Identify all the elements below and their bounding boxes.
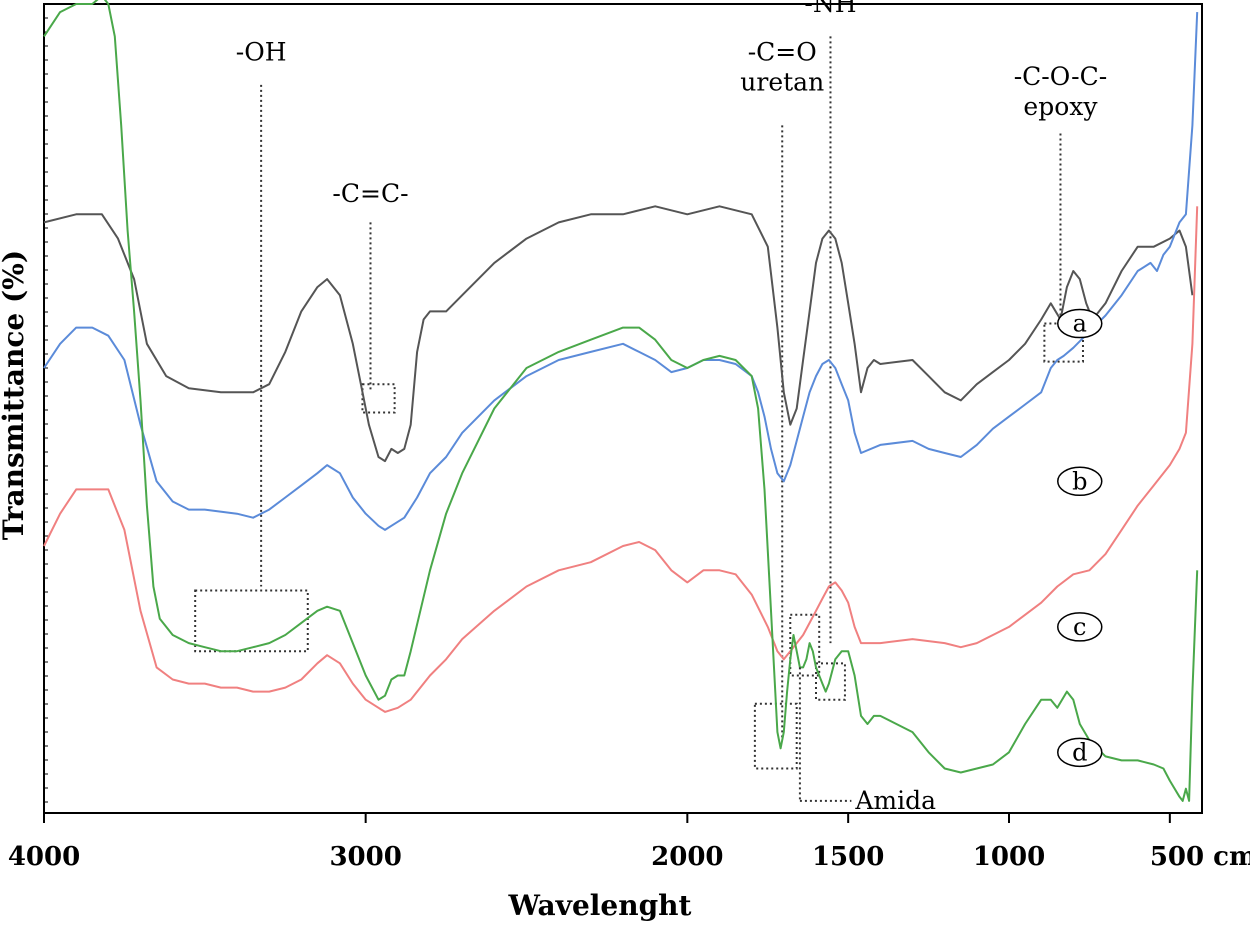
curve-label-c: c	[1057, 612, 1103, 642]
curve-label-text: d	[1072, 738, 1087, 766]
x-axis-ticks: 4000 3000 2000 1500 1000 500 cm⁻¹	[8, 813, 1250, 872]
curve-label-a: a	[1057, 308, 1103, 339]
x-tick-label: 1000	[973, 842, 1045, 872]
plot-frame	[43, 3, 1203, 814]
series-b-line	[43, 12, 1199, 531]
curve-label-text: b	[1072, 467, 1087, 495]
x-tick-label: 3000	[329, 842, 401, 872]
highlight-box	[194, 589, 309, 653]
x-tick-label: 1500	[812, 842, 884, 872]
spectra-curves	[43, 0, 1199, 802]
x-axis-title: Wavelenght	[508, 889, 692, 922]
amida-annotation: Amida	[798, 667, 936, 815]
curve-label-text: a	[1073, 310, 1087, 338]
curve-label-circle	[1057, 466, 1103, 497]
curve-label-circle	[1057, 612, 1103, 642]
x-tick-label: 4000	[8, 842, 80, 872]
annotation-label: -OH	[236, 38, 287, 67]
highlight-boxes	[194, 322, 1084, 770]
y-axis-ticks	[44, 17, 48, 803]
curve-label-circle	[1057, 737, 1103, 768]
annotation-label: -C=C-	[332, 179, 408, 208]
amida-label: Amida	[854, 786, 936, 815]
x-tick-label: 500 cm⁻¹	[1150, 842, 1250, 872]
annotation-label: -C-O-C-	[1014, 62, 1107, 91]
annotation-label: -C=O	[748, 38, 817, 67]
x-tick-label: 2000	[651, 842, 723, 872]
curve-label-text: c	[1073, 613, 1086, 641]
series-c-line	[43, 206, 1199, 713]
curve-label-b: b	[1057, 466, 1103, 497]
series-d-line	[43, 0, 1199, 802]
curve-label-circle	[1057, 308, 1103, 339]
highlight-box	[361, 383, 396, 414]
curve-labels: a b c d	[1057, 308, 1103, 768]
curve-label-d: d	[1057, 737, 1103, 768]
annotation-sublabel: uretan	[740, 68, 824, 97]
highlight-box	[1043, 322, 1084, 363]
series-a-line	[43, 205, 1194, 463]
annotation-label: -NH	[804, 0, 856, 18]
annotation-sublabel: epoxy	[1023, 92, 1098, 121]
annotation-guides	[260, 36, 1062, 741]
y-axis-title: Transmittance (%)	[0, 250, 30, 540]
